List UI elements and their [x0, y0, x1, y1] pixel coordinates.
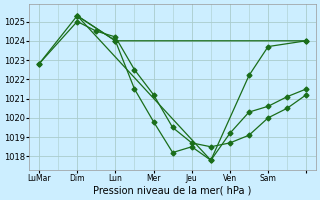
X-axis label: Pression niveau de la mer( hPa ): Pression niveau de la mer( hPa )	[93, 186, 252, 196]
